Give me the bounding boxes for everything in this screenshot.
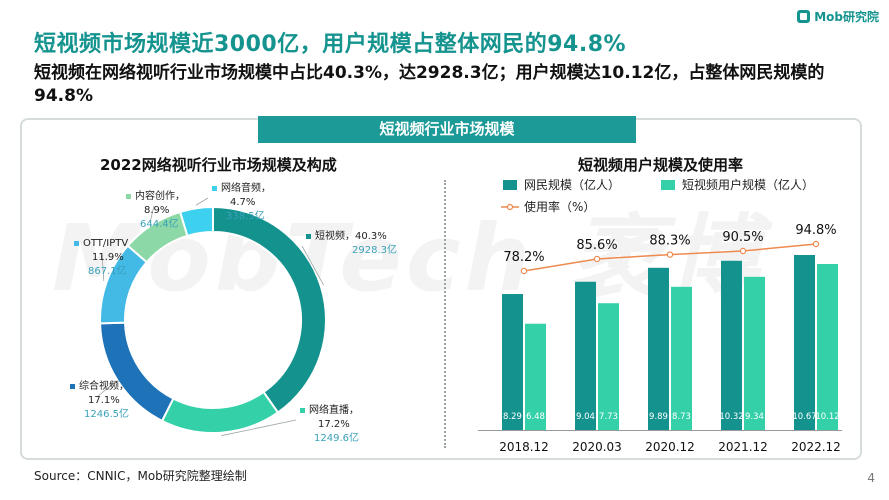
mob-logo-text: Mob研究院 xyxy=(814,10,879,24)
section-banner: 短视频行业市场规模 xyxy=(258,116,636,143)
mob-logo-icon xyxy=(797,10,811,23)
page-subtitle: 短视频在网络视听行业市场规模中占比40.3%，达2928.3亿；用户规模达10.… xyxy=(34,63,825,106)
panel-divider xyxy=(444,180,446,448)
page-number: 4 xyxy=(867,471,875,485)
mob-logo: Mob研究院 xyxy=(797,8,879,25)
bar-chart-title: 短视频用户规模及使用率 xyxy=(578,156,744,174)
page-title: 短视频市场规模近3000亿，用户规模占整体网民的94.8% xyxy=(34,32,627,57)
source-note: Source：CNNIC，Mob研究院整理绘制 xyxy=(34,469,247,483)
donut-chart-title: 2022网络视听行业市场规模及构成 xyxy=(100,156,337,174)
